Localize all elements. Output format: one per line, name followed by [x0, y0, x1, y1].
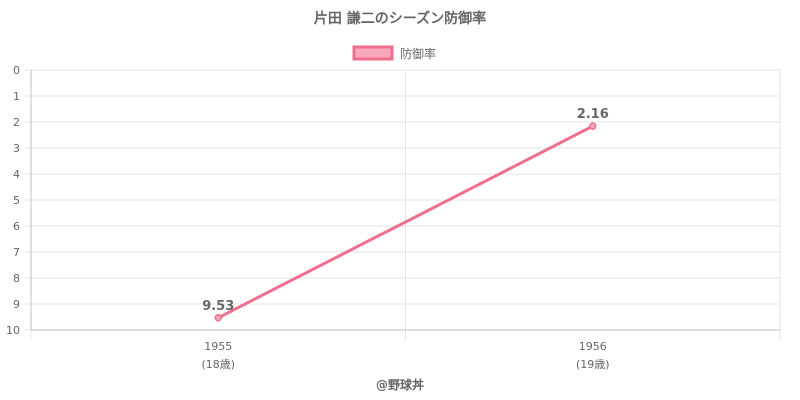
axes: 0 1 2 3 4 5 6 7 8 9 10 1955 (18歳) 1956 (19歳): [6, 64, 780, 371]
data-point: [589, 122, 597, 130]
data-label: 2.16: [577, 107, 609, 122]
legend[interactable]: 防御率: [352, 45, 436, 61]
y-tick-label: 5: [13, 194, 20, 207]
y-tick-label: 6: [13, 220, 20, 233]
legend-label: 防御率: [400, 46, 436, 61]
series-layer: 9.53 2.16: [202, 107, 609, 322]
data-label: 9.53: [202, 299, 234, 314]
x-tick-label-year: 1955: [204, 340, 232, 353]
series-line: [216, 124, 595, 320]
y-tick-label: 2: [13, 116, 20, 129]
data-point: [214, 314, 222, 322]
x-tick-label-age: (19歳): [576, 358, 610, 371]
x-tick-label-year: 1956: [579, 340, 607, 353]
y-tick-label: 3: [13, 142, 20, 155]
y-tick-label: 0: [13, 64, 20, 77]
y-tick-label: 1: [13, 90, 20, 103]
footer-credit: @野球丼: [376, 377, 424, 392]
x-tick-label-age: (18歳): [201, 358, 235, 371]
y-tick-label: 7: [13, 246, 20, 259]
y-tick-label: 4: [13, 168, 20, 181]
y-tick-label: 10: [6, 324, 20, 337]
legend-swatch: [352, 45, 394, 61]
y-tick-label: 8: [13, 272, 20, 285]
grid: [25, 69, 781, 340]
chart-title: 片田 謙二のシーズン防御率: [314, 10, 486, 27]
y-tick-label: 9: [13, 298, 20, 311]
